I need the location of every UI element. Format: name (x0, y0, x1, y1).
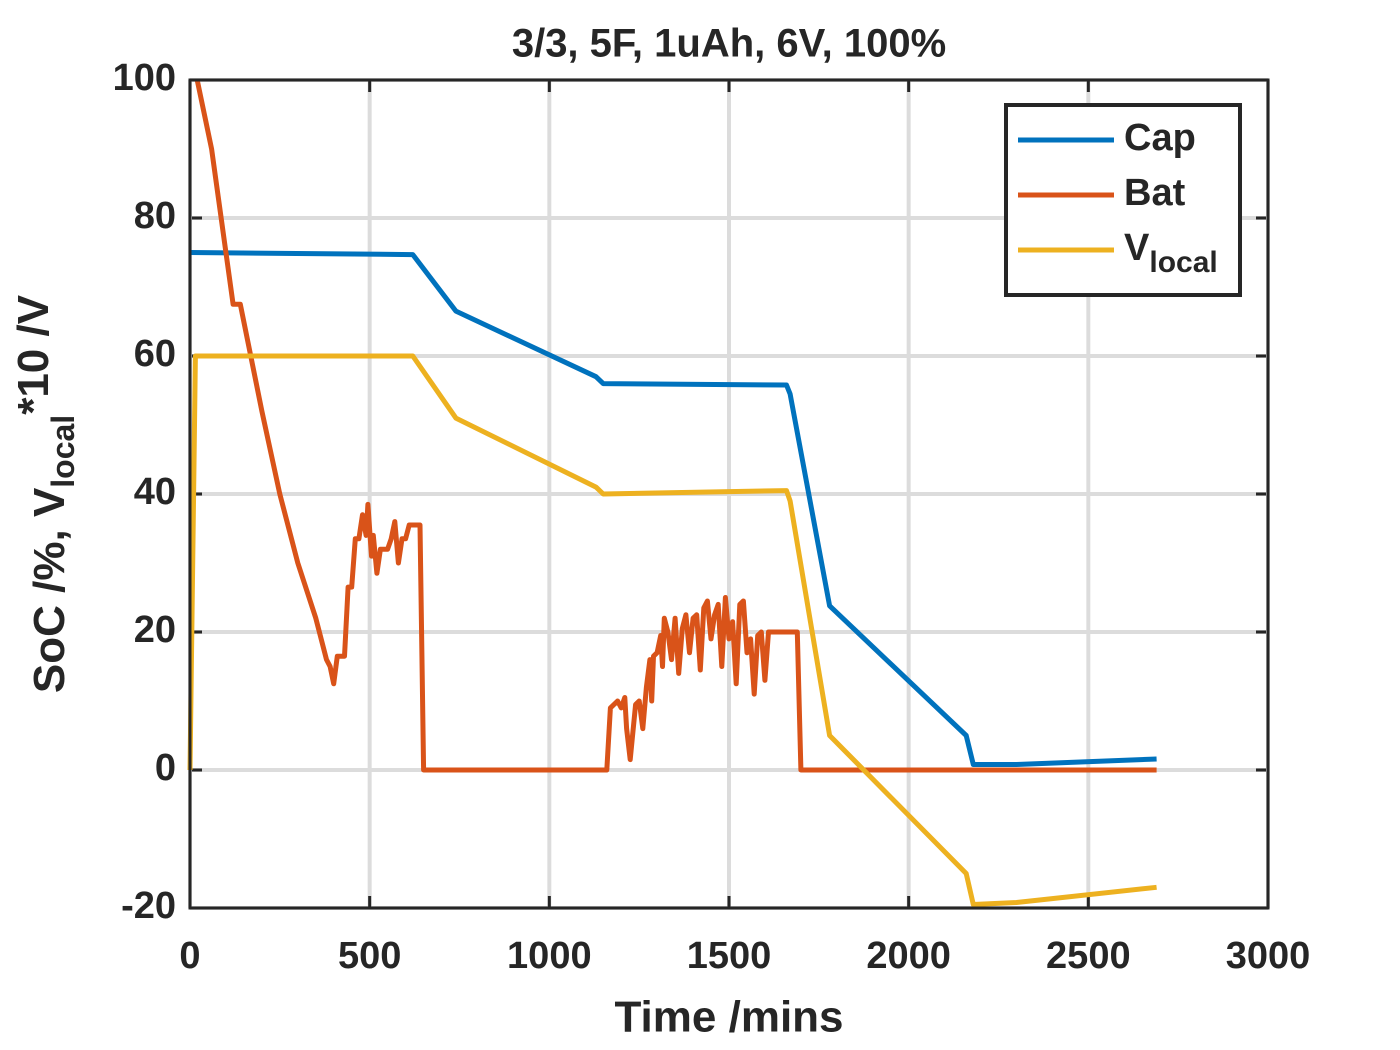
chart-title: 3/3, 5F, 1uAh, 6V, 100% (512, 22, 946, 66)
legend-label: Cap (1124, 117, 1196, 159)
x-axis-label: Time /mins (614, 993, 843, 1042)
y-label-main: SoC /%, V (25, 487, 74, 693)
y-tick-label: 20 (134, 609, 176, 651)
legend-name: Bat (1124, 172, 1186, 214)
series-line (189, 250, 1157, 767)
y-label-subscript: local (45, 415, 81, 488)
x-tick-label: 1000 (507, 935, 592, 977)
legend-subscript: local (1149, 246, 1217, 279)
y-tick-label: -20 (121, 885, 176, 927)
y-tick-label: 100 (113, 57, 176, 99)
plot-frame (188, 78, 1270, 910)
y-tick-label: 0 (155, 747, 176, 789)
series-line (187, 353, 1157, 907)
y-tick-label: 40 (134, 471, 176, 513)
legend-name: V (1124, 227, 1150, 269)
x-tick-label: 3000 (1226, 935, 1311, 977)
y-axis-label: SoC /%, Vlocal*10 /V (9, 294, 82, 693)
x-tick-label: 2000 (866, 935, 951, 977)
y-label-suffix: *10 /V (9, 294, 58, 415)
x-tick-label: 500 (338, 935, 401, 977)
x-tick-label: 1500 (687, 935, 772, 977)
y-tick-label: 60 (134, 333, 176, 375)
x-tick-label: 2500 (1046, 935, 1131, 977)
x-tick-label: 0 (179, 935, 200, 977)
legend-label: Bat (1124, 172, 1186, 214)
legend-box (1004, 103, 1242, 297)
series-line (194, 79, 1157, 773)
legend-name: Cap (1124, 117, 1196, 159)
legend-label: Vlocal (1124, 227, 1218, 279)
y-tick-label: 80 (134, 195, 176, 237)
